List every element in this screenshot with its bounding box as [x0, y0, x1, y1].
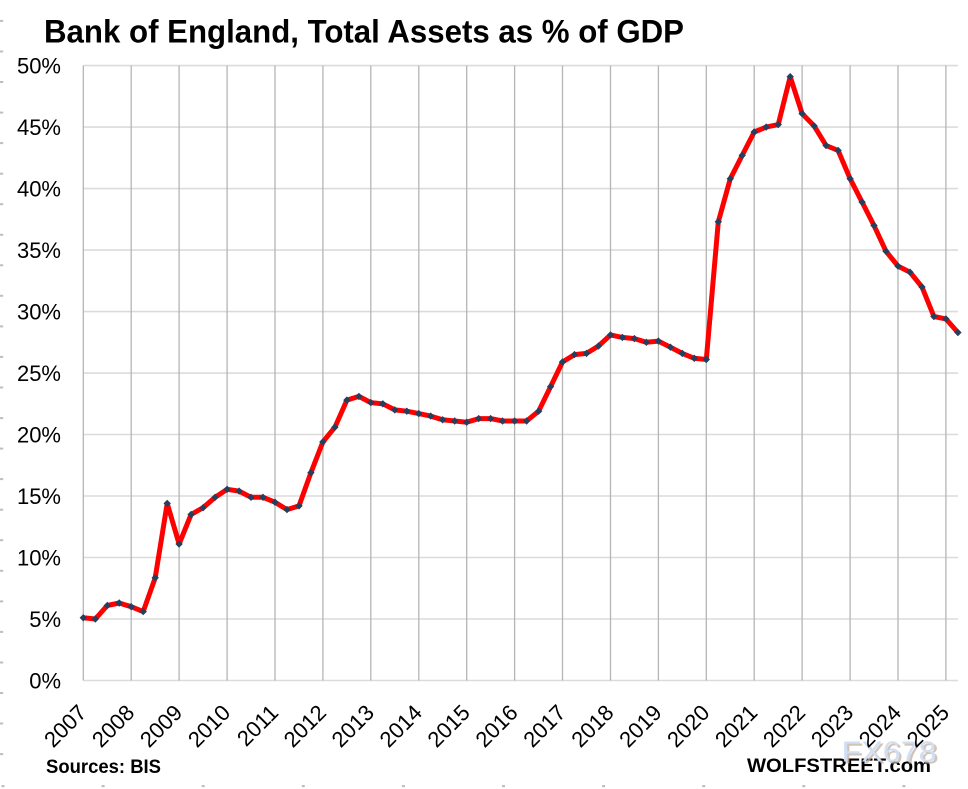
- svg-text:25%: 25%: [17, 361, 61, 386]
- svg-text:20%: 20%: [17, 422, 61, 447]
- svg-text:45%: 45%: [17, 115, 61, 140]
- svg-text:15%: 15%: [17, 484, 61, 509]
- svg-text:50%: 50%: [17, 53, 61, 78]
- svg-text:5%: 5%: [29, 607, 61, 632]
- svg-text:Sources: BIS: Sources: BIS: [46, 757, 161, 778]
- svg-text:FX678: FX678: [842, 737, 937, 769]
- svg-text:WOLFSTREET.com: WOLFSTREET.com: [747, 756, 931, 777]
- svg-text:35%: 35%: [17, 238, 61, 263]
- svg-text:40%: 40%: [17, 176, 61, 201]
- svg-text:30%: 30%: [17, 299, 61, 324]
- svg-text:0%: 0%: [29, 668, 61, 693]
- svg-text:Bank of England, Total Assets: Bank of England, Total Assets as % of GD…: [44, 13, 684, 49]
- svg-text:FX678: FX678: [844, 739, 939, 771]
- svg-text:10%: 10%: [17, 545, 61, 570]
